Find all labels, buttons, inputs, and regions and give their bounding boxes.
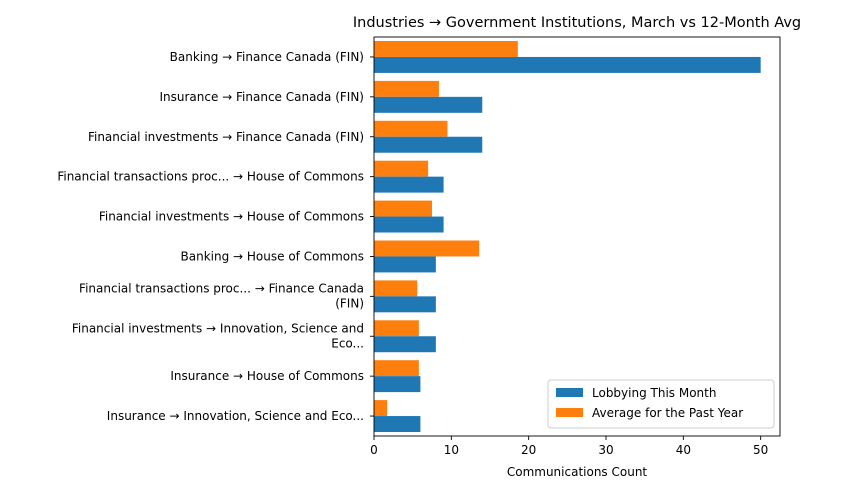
y-tick-label: Financial transactions proc... → House o…: [57, 170, 364, 184]
bar-average-past-year: [374, 360, 419, 377]
y-tick-label: Insurance → House of Commons: [170, 369, 364, 383]
bar-lobbying-this-month: [374, 336, 436, 353]
bars-group: [374, 40, 761, 433]
bar-lobbying-this-month: [374, 56, 761, 73]
y-tick-label: Insurance → Finance Canada (FIN): [159, 90, 364, 104]
x-tick-label: 40: [676, 443, 691, 457]
bar-lobbying-this-month: [374, 416, 421, 433]
y-tick-label: Banking → House of Commons: [181, 249, 364, 263]
legend-swatch: [556, 388, 583, 397]
x-tick-label: 0: [370, 443, 378, 457]
bar-lobbying-this-month: [374, 296, 436, 313]
y-tick-labels: Banking → Finance Canada (FIN) Insurance …: [57, 50, 364, 423]
bar-lobbying-this-month: [374, 176, 444, 193]
legend-box: [547, 379, 775, 429]
x-tick-labels: 0 10 20 30 40 50: [370, 443, 768, 457]
legend-label: Average for the Past Year: [592, 406, 743, 420]
bar-average-past-year: [374, 80, 439, 97]
y-tick-label: Insurance → Innovation, Science and Eco.…: [107, 409, 364, 423]
bar-average-past-year: [374, 240, 480, 257]
x-tick-label: 30: [598, 443, 613, 457]
bar-lobbying-this-month: [374, 256, 436, 273]
y-tick-label-line: Financial transactions proc... → Finance…: [79, 281, 364, 295]
legend-label: Lobbying This Month: [592, 386, 716, 400]
y-tick-label: Financial investments → House of Commons: [99, 210, 364, 224]
y-tick-label-line: Eco...: [331, 336, 364, 350]
bar-average-past-year: [374, 320, 419, 337]
bar-lobbying-this-month: [374, 216, 444, 233]
chart-title: Industries → Government Institutions, Ma…: [353, 15, 801, 31]
y-tick-label-line: Financial investments → Innovation, Scie…: [72, 321, 364, 335]
plot-frame: [373, 36, 781, 437]
legend: Lobbying This Month Average for the Past …: [547, 379, 775, 429]
bar-average-past-year: [374, 400, 388, 417]
y-tick-label: Financial transactions proc... → Finance…: [79, 281, 364, 310]
bar-average-past-year: [374, 120, 448, 137]
y-tick-label: Banking → Finance Canada (FIN): [170, 50, 364, 64]
x-tick-label: 10: [444, 443, 459, 457]
bar-average-past-year: [374, 280, 418, 297]
y-tick-label: Financial investments → Innovation, Scie…: [72, 321, 364, 350]
y-tick-label-line: (FIN): [335, 296, 364, 310]
x-axis-label: Communications Count: [507, 465, 648, 479]
y-tick-label: Financial investments → Finance Canada (…: [88, 130, 364, 144]
x-tick-label: 20: [521, 443, 536, 457]
bar-lobbying-this-month: [374, 376, 421, 393]
x-tick-label: 50: [753, 443, 768, 457]
axes-group: [370, 36, 781, 440]
bar-average-past-year: [374, 200, 432, 217]
bar-lobbying-this-month: [374, 96, 483, 113]
bar-average-past-year: [374, 160, 429, 177]
legend-swatch: [556, 408, 583, 417]
bar-lobbying-this-month: [374, 136, 483, 153]
bar-average-past-year: [374, 40, 518, 57]
